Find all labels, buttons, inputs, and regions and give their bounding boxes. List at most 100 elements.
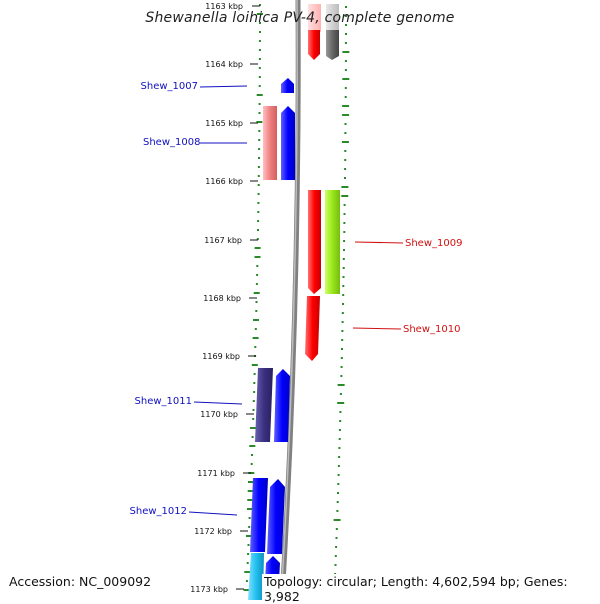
gc-dot-right [339,420,342,422]
gc-dot-right [334,555,337,557]
gc-dot-right [337,402,345,404]
gc-dot-left [258,112,261,114]
gene-label-Shew_1011[interactable]: Shew_1011 [135,396,192,407]
gc-dot-right [342,267,345,269]
gc-dot-right [344,69,347,71]
gc-dot-right [334,564,337,566]
gc-dot-left [254,328,257,330]
gc-dot-right [342,303,344,305]
gc-dot-left [245,580,248,582]
gc-dot-right [343,249,345,251]
gc-dot-right [337,465,340,467]
gc-dot-left [251,436,254,438]
backbone-arc-highlight [280,0,298,601]
gc-dot-left [257,202,260,204]
position-ticks: 1163 kbp 1164 kbp 1165 kbp 1166 kbp 1167… [190,2,260,594]
gc-dot-right [338,447,341,449]
gc-dot-left [254,256,261,258]
gc-dot-right [343,240,346,242]
gc-dot-right [344,42,347,44]
gene-label-Shew_1012[interactable]: Shew_1012 [130,506,187,517]
gc-dot-right [343,222,346,224]
gene-arrow-Shew_1011 [274,369,290,442]
gc-dot-left [244,571,251,573]
gc-dot-right [341,321,344,323]
gc-dot-left [256,274,259,276]
tick-label-1173: 1173 kbp [190,585,228,594]
gc-dot-left [255,283,258,285]
leader-line-Shew_1011 [193,401,243,405]
gc-dot-right [342,294,345,296]
gc-dot-left [245,535,252,537]
gene-arrow-Shew_1012-a [250,478,268,552]
tick-label-1170: 1170 kbp [200,410,238,419]
gc-dot-left [258,49,261,51]
gc-dot-right [337,492,339,494]
gc-dot-right [344,150,347,152]
gc-dot-right [340,366,343,368]
gc-dot-left [250,463,253,465]
gene-arrow-Shew_1012-b [267,479,285,554]
gc-dot-right [339,393,342,395]
gc-dot-left [257,184,260,186]
cog-block-gray-top [326,30,339,60]
gc-dot-left [257,193,260,195]
cog-block-navy [255,368,273,442]
gc-dot-left [243,589,250,591]
gene-arrow-Shew_1007 [281,78,294,93]
gc-dot-left [246,562,249,564]
gc-dot-left [252,418,255,420]
accession-text: Accession: NC_009092 [9,574,152,589]
gc-dot-right [340,375,343,377]
gc-dot-left [252,400,255,402]
tick-label-1168: 1168 kbp [203,294,241,303]
gene-label-Shew_1008[interactable]: Shew_1008 [143,137,200,148]
gc-dot-left [253,391,256,393]
gc-dot-right [338,438,341,440]
gc-dot-left [249,427,256,429]
gc-dot-right [341,141,349,143]
gc-dot-left [259,22,261,24]
cog-block-cyan [248,553,264,600]
cog-block-gray-top-light [326,4,339,30]
gc-dot-right [344,123,347,125]
gc-dot-right [333,519,341,521]
gene-label-Shew_1007[interactable]: Shew_1007 [141,81,198,92]
gc-dot-left [254,247,261,249]
gc-dot-right [341,339,344,341]
gc-dot-left [253,292,260,294]
gc-dot-right [335,546,338,548]
gc-dot-left [259,31,261,33]
tick-label-1164: 1164 kbp [205,60,243,69]
gc-dot-left [253,373,256,375]
gc-dot-left [248,526,251,528]
gene-arrow-red-top [308,30,320,60]
gene-label-Shew_1010[interactable]: Shew_1010 [403,324,460,335]
gc-dot-left [256,94,263,96]
tick-label-1171: 1171 kbp [197,469,235,478]
gc-dot-right [342,285,345,287]
gc-dot-left [258,148,261,150]
tick-label-1165: 1165 kbp [205,119,243,128]
backbone-arc [279,0,301,601]
gc-dot-right [338,456,341,458]
gc-dot-right [343,204,346,206]
gc-dot-left [258,103,261,105]
gc-dot-right [344,132,347,134]
gc-dot-right [345,33,347,35]
gene-label-Shew_1009[interactable]: Shew_1009 [405,238,462,249]
gc-dot-left [253,382,256,384]
gc-dot-right [343,231,346,233]
cog-block-pink [263,106,277,180]
gc-dot-right [342,114,350,116]
gc-dot-left [258,67,261,69]
gc-dot-right [339,411,342,413]
gc-dot-left [247,553,250,555]
gc-dot-right [341,186,349,188]
gc-dot-left [258,130,261,132]
tick-label-1167: 1167 kbp [204,236,242,245]
gc-dot-right [340,357,343,359]
gc-dot-right [345,24,347,26]
genome-summary-text: Topology: circular; Length: 4,602,594 bp… [262,574,600,604]
